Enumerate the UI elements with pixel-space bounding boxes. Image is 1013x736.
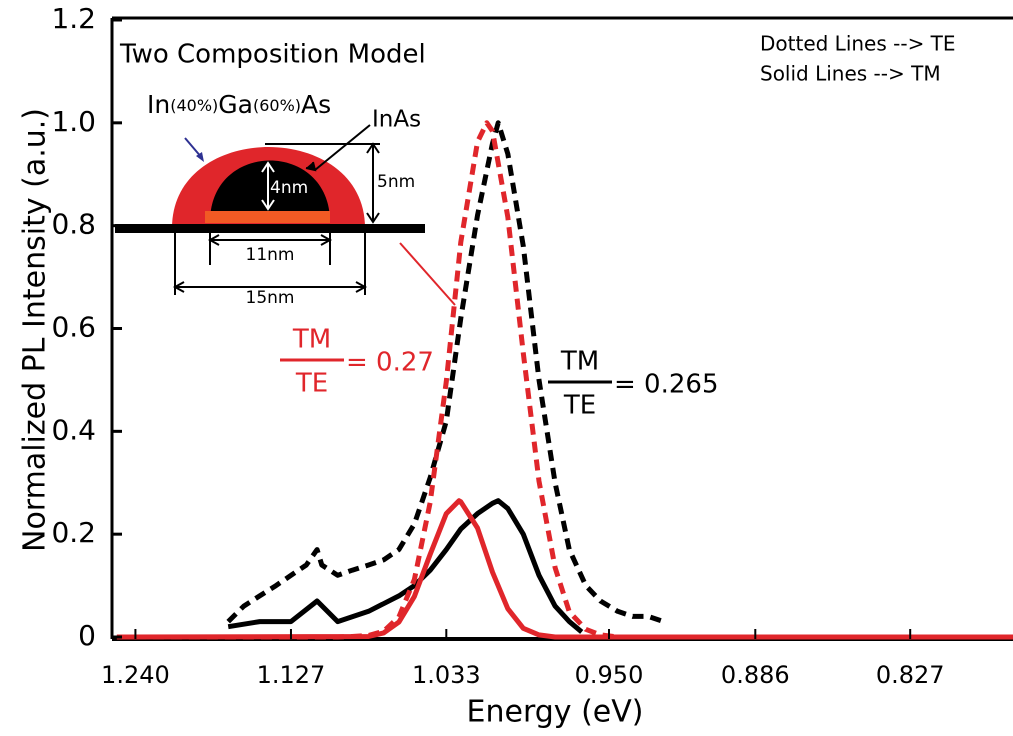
core-label: InAs <box>372 107 421 133</box>
y-tick-label: 1.2 <box>51 2 96 35</box>
shell-height-label: 5nm <box>377 172 415 192</box>
y-tick-label: 0.4 <box>51 413 96 446</box>
alloy-label: In(40%)Ga(60%)As <box>147 90 331 119</box>
dimension-lines <box>172 124 380 295</box>
x-tick-label: 0.827 <box>876 661 945 689</box>
core-width-label: 11nm <box>246 245 295 265</box>
y-tick-label: 1.0 <box>51 105 96 138</box>
alloy-part: (60%) <box>253 96 301 115</box>
alloy-part: In <box>147 90 170 119</box>
y-tick-label: 0.8 <box>51 208 96 241</box>
x-tick-label: 0.886 <box>721 661 790 689</box>
alloy-part: As <box>301 90 331 119</box>
ratio-value: = 0.27 <box>346 348 434 378</box>
alloy-part: (40%) <box>170 96 218 115</box>
inset-diagram: In(40%)Ga(60%)As InAs 4nm 5nm 11nm 15nm <box>115 90 456 308</box>
x-tick-label: 1.033 <box>412 661 481 689</box>
x-tick-label: 1.127 <box>257 661 326 689</box>
x-tick-label: 1.240 <box>101 661 170 689</box>
shell-width-label: 15nm <box>246 288 295 308</box>
y-tick-label: 0.2 <box>51 516 96 549</box>
te-pointer <box>399 242 456 306</box>
y-axis-title: Normalized PL Intensity (a.u.) <box>18 108 53 552</box>
core-height-label: 4nm <box>270 178 308 198</box>
ratio-annotations: TM TE = 0.27 TM TE = 0.265 <box>280 325 718 421</box>
ratio-denominator: TE <box>295 369 328 399</box>
chart-title: Two Composition Model <box>119 40 426 70</box>
ratio-value: = 0.265 <box>614 370 718 400</box>
y-tick-label: 0.6 <box>51 311 96 344</box>
y-tick-label: 0 <box>78 619 96 652</box>
ratio-numerator: TM <box>292 325 331 355</box>
plot-area <box>116 120 1013 640</box>
alloy-pointer-head <box>196 152 204 162</box>
x-tick-label: 0.950 <box>575 661 644 689</box>
alloy-part: Ga <box>218 90 253 119</box>
series-line <box>227 498 584 634</box>
ratio-denominator: TE <box>563 391 596 421</box>
substrate <box>115 224 425 233</box>
ratio-numerator: TM <box>560 347 599 377</box>
legend-text: Solid Lines --> TM <box>760 62 941 86</box>
x-axis-title: Energy (eV) <box>467 695 644 730</box>
wetting-layer <box>205 211 330 223</box>
series-line <box>116 498 1013 640</box>
core-dome <box>210 160 330 222</box>
legend-text: Dotted Lines --> TE <box>760 32 956 56</box>
series-line <box>226 120 665 624</box>
